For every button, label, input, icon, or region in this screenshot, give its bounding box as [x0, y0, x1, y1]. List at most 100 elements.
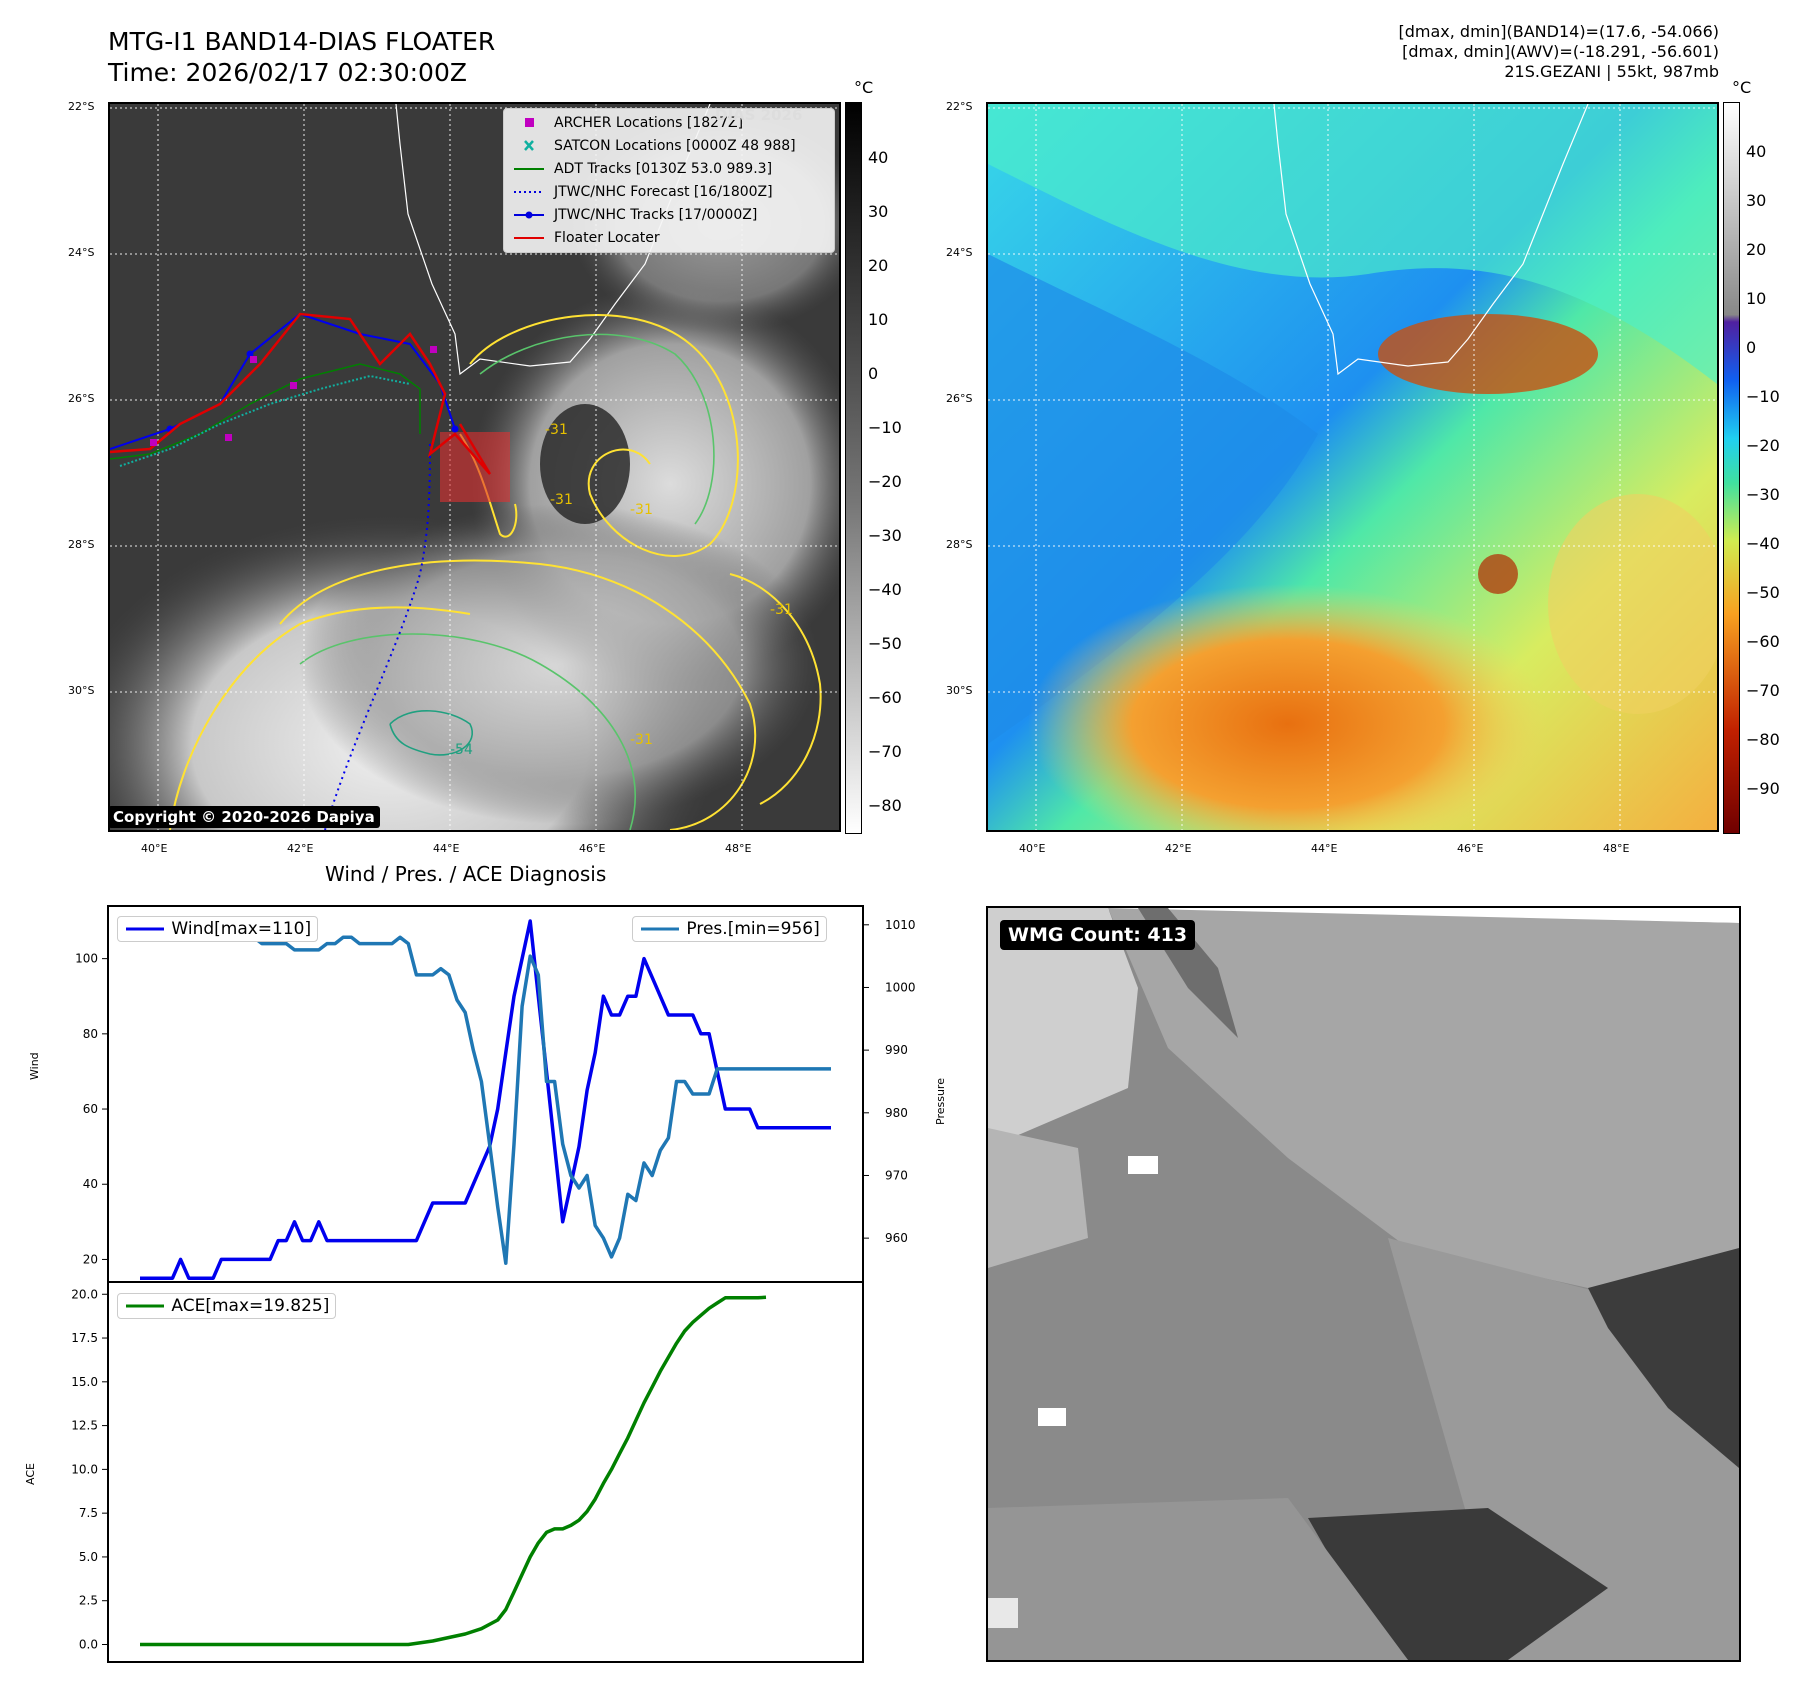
wind-pres-axes [107, 905, 864, 1283]
jtwc-forecast-track [324, 443, 431, 830]
colorbar-tick-label: −80 [1746, 730, 1780, 749]
line-marker-icon [126, 1304, 164, 1308]
line-marker-icon [126, 927, 164, 931]
info-line-awv: [dmax, dmin](AWV)=(-18.291, -56.601) [1402, 42, 1719, 61]
colorbar-tick-label: −10 [868, 418, 902, 437]
wind-legend: Wind[max=110] [117, 916, 319, 942]
square-marker-icon [525, 118, 534, 127]
ir-map-canvas: -31 -31 -31 -31 -31 -54 [110, 104, 839, 830]
legend-item-floater: Floater Locater [514, 228, 660, 248]
gray-colorbar [845, 102, 862, 834]
ace-tick-label: 7.5 [79, 1506, 98, 1520]
wmg-panel [986, 906, 1741, 1662]
stats-info: [dmax, dmin](BAND14)=(17.6, -54.066) [dm… [1399, 22, 1720, 82]
lat-label: 28°S [68, 538, 95, 551]
legend-item-archer: ARCHER Locations [1827Z] [525, 113, 743, 133]
ace-tick-label: 17.5 [71, 1331, 98, 1345]
lat-label: 28°S [946, 538, 973, 551]
lon-label: 40°E [1019, 842, 1046, 855]
ir-map-panel: -31 -31 -31 -31 -31 -54 [108, 102, 841, 832]
colorbar-tick-label: −90 [1746, 779, 1780, 798]
pressure-tick-label: 1010 [885, 918, 916, 932]
ace-tick-label: 12.5 [71, 1419, 98, 1433]
ace-tick-label: 15.0 [71, 1375, 98, 1389]
colorbar-tick-label: −60 [1746, 632, 1780, 651]
contour-label: -31 [770, 602, 793, 618]
ace-tick-label: 10.0 [71, 1462, 98, 1476]
colorbar-tick-label: 10 [868, 310, 889, 329]
colorbar-tick-label: 0 [868, 364, 879, 383]
pressure-tick-label: 990 [885, 1043, 908, 1057]
lon-label: 44°E [1311, 842, 1338, 855]
ace-tick-label: 20.0 [71, 1287, 98, 1301]
x-marker-icon [524, 140, 534, 151]
colorbar-tick-label: 20 [868, 256, 889, 275]
legend-item-satcon: SATCON Locations [0000Z 48 988] [524, 136, 796, 156]
lat-label: 22°S [68, 100, 95, 113]
ace-tick-label: 2.5 [79, 1594, 98, 1608]
colorbar-tick-label: −20 [868, 472, 902, 491]
wmg-canvas [988, 908, 1739, 1660]
lon-label: 48°E [725, 842, 752, 855]
colorbar-tick-label: −60 [868, 688, 902, 707]
track-legend: ARCHER Locations [1827Z] SATCON Location… [503, 108, 835, 253]
ace-axes [107, 1281, 864, 1663]
colorbar-tick-label: −10 [1746, 387, 1780, 406]
colorbar-tick-label: −50 [868, 634, 902, 653]
ace-series-line [140, 1295, 767, 1647]
contour-label: -31 [630, 502, 653, 518]
colorbar-tick-label: −50 [1746, 583, 1780, 602]
contour-label: -31 [545, 422, 568, 438]
lon-label: 48°E [1603, 842, 1630, 855]
floater-locater-track [110, 312, 492, 475]
colorbar-tick-label: 20 [1746, 240, 1767, 259]
wind-tick-label: 60 [83, 1102, 98, 1116]
ace-tick-label: 5.0 [79, 1550, 98, 1564]
info-line-storm: 21S.GEZANI | 55kt, 987mb [1504, 62, 1719, 81]
colorbar-tick-label: 0 [1746, 338, 1757, 357]
colorbar-tick-label: −70 [868, 742, 902, 761]
lat-label: 24°S [68, 246, 95, 259]
lon-label: 42°E [1165, 842, 1192, 855]
lon-label: 40°E [141, 842, 168, 855]
contour-label: -31 [550, 492, 573, 508]
pressure-tick-label: 960 [885, 1231, 908, 1245]
wind-tick-label: 100 [75, 952, 98, 966]
contour-label: -31 [630, 732, 653, 748]
floater-box [440, 432, 510, 502]
colorbar-tick-label: −40 [1746, 534, 1780, 553]
info-line-band14: [dmax, dmin](BAND14)=(17.6, -54.066) [1398, 22, 1720, 41]
lon-label: 46°E [579, 842, 606, 855]
colorbar-tick-label: −40 [868, 580, 902, 599]
colorbar-tick-label: −70 [1746, 681, 1780, 700]
lat-label: 26°S [946, 392, 973, 405]
adt-track [110, 363, 421, 460]
colorbar-tick-label: 30 [1746, 191, 1767, 210]
contour-label: -54 [450, 742, 473, 758]
colorbar-tick-label: −30 [1746, 485, 1780, 504]
colorbar-tick-label: −30 [868, 526, 902, 545]
wind-tick-label: 80 [83, 1027, 98, 1041]
colorbar-unit: °C [1732, 78, 1752, 97]
color-colorbar [1723, 102, 1740, 834]
diagnosis-title: Wind / Pres. / ACE Diagnosis [325, 862, 607, 886]
colorbar-tick-label: −20 [1746, 436, 1780, 455]
wmg-count-badge: WMG Count: 413 [1000, 920, 1196, 950]
pressure-legend: Pres.[min=956] [632, 916, 827, 942]
colorbar-tick-label: 10 [1746, 289, 1767, 308]
line-marker-icon [514, 168, 544, 170]
pressure-tick-label: 1000 [885, 980, 916, 994]
lon-label: 42°E [287, 842, 314, 855]
title-line-1: MTG-I1 BAND14-DIAS FLOATER [108, 27, 496, 56]
wind-tick-label: 20 [83, 1252, 98, 1266]
wind-series-line [140, 919, 831, 1280]
ace-legend: ACE[max=19.825] [117, 1293, 337, 1319]
colorbar-tick-label: 40 [1746, 142, 1767, 161]
line-dot-marker-icon [514, 211, 544, 219]
lon-label: 44°E [433, 842, 460, 855]
lat-label: 26°S [68, 392, 95, 405]
awv-map-canvas [988, 104, 1717, 830]
watermark: DIAS 2026 [715, 106, 803, 124]
copyright-badge: Copyright © 2020-2026 Dapiya [108, 806, 380, 828]
